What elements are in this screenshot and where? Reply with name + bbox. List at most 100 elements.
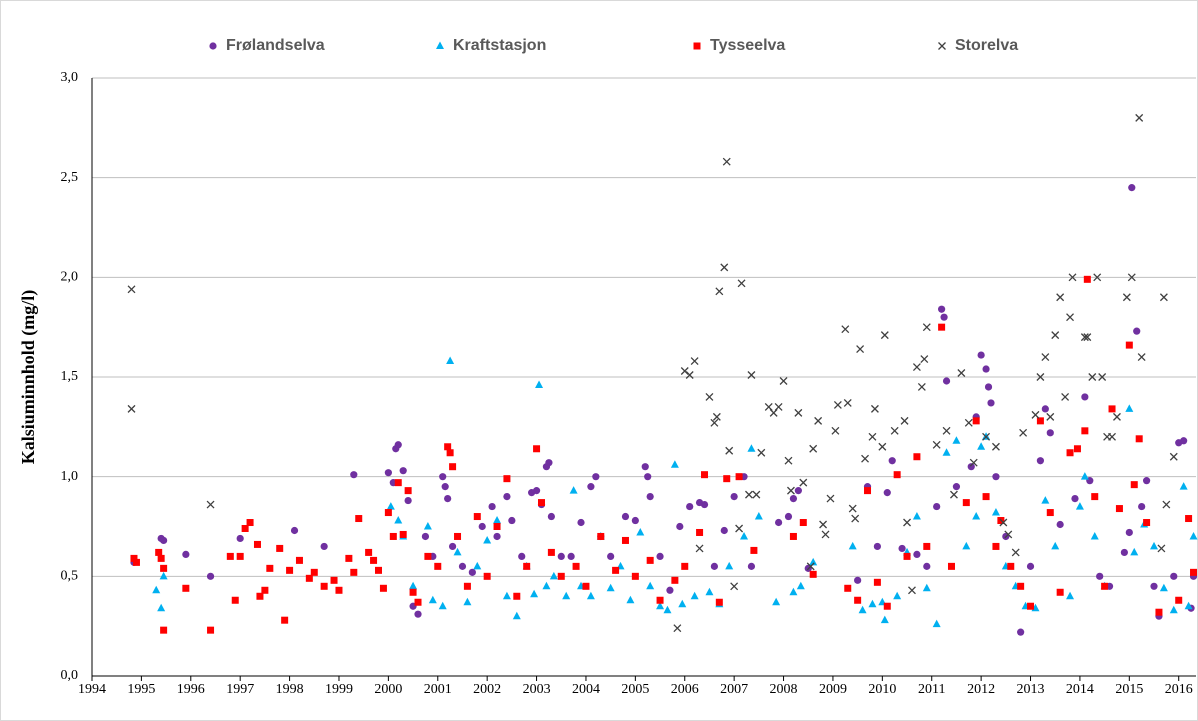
point [794,487,802,495]
point [969,458,978,467]
point [789,587,798,596]
point [286,566,294,574]
point [394,516,403,524]
point [384,509,392,517]
point [723,475,731,483]
point [806,562,815,571]
y-tick-label: 0,0 [61,668,79,683]
point [1096,572,1104,580]
point [745,490,753,499]
point [962,499,970,507]
point [503,493,511,501]
point [1169,452,1178,461]
point [977,351,985,359]
point [873,542,881,551]
point [1155,608,1163,616]
point [754,512,763,520]
point [1026,562,1035,570]
point [592,473,600,481]
point [940,313,948,321]
x-tick-label: 1998 [276,682,304,697]
point [843,398,852,407]
point [656,601,665,610]
point [670,460,679,468]
y-tick-label: 1,5 [61,369,79,384]
point [1083,275,1091,283]
point [557,552,565,561]
point [127,285,136,294]
x-tick-label: 2009 [819,682,847,697]
point [493,523,501,530]
point [903,552,911,560]
point [1125,341,1133,349]
point [794,408,803,417]
x-tick-label: 2006 [671,682,699,697]
point [1036,373,1045,381]
point [253,540,261,548]
point [775,518,783,527]
point [1056,588,1064,596]
point [421,532,430,541]
point [1101,582,1109,590]
point [444,443,452,451]
point [982,365,990,373]
x-tick-label: 2011 [918,682,945,697]
point [621,512,630,521]
point [952,436,961,444]
point [636,527,645,536]
point [130,554,138,562]
point [236,534,244,543]
point [858,605,867,614]
point [784,512,793,521]
point [814,416,823,425]
point [612,566,620,574]
point [696,528,704,536]
point [950,490,958,499]
point [922,323,931,332]
point [502,591,511,600]
point [712,412,721,421]
point [715,598,723,606]
point [226,552,234,560]
point [1090,531,1099,540]
legend-marker [938,42,946,50]
point [725,561,734,570]
point [932,619,941,628]
point [730,582,739,591]
y-axis-label: Kalsiuminnhold (mg/l) [18,290,39,465]
point [449,463,457,471]
point [1128,184,1136,192]
point [399,467,407,475]
point [740,531,749,540]
point [236,552,244,560]
point [957,369,966,377]
legend-marker [693,42,701,50]
point [700,500,709,509]
point [582,582,590,590]
point [789,532,797,540]
point [241,524,249,532]
point [673,624,682,633]
point [710,418,719,427]
x-tick-label: 2005 [621,682,649,697]
point [942,426,951,435]
point [747,371,756,379]
point [1041,353,1050,362]
x-tick-label: 2012 [967,682,995,697]
point [1019,428,1028,437]
point [621,536,629,544]
point [1017,582,1025,590]
x-tick-label: 2013 [1017,682,1045,697]
point [1056,293,1065,302]
point [1091,493,1099,501]
point [972,417,980,425]
point [1041,496,1050,504]
point [1017,628,1025,636]
point [772,597,781,606]
point [933,502,941,511]
point [1157,544,1166,553]
point [478,522,486,531]
x-tick-label: 1997 [226,682,254,697]
point [290,526,299,535]
